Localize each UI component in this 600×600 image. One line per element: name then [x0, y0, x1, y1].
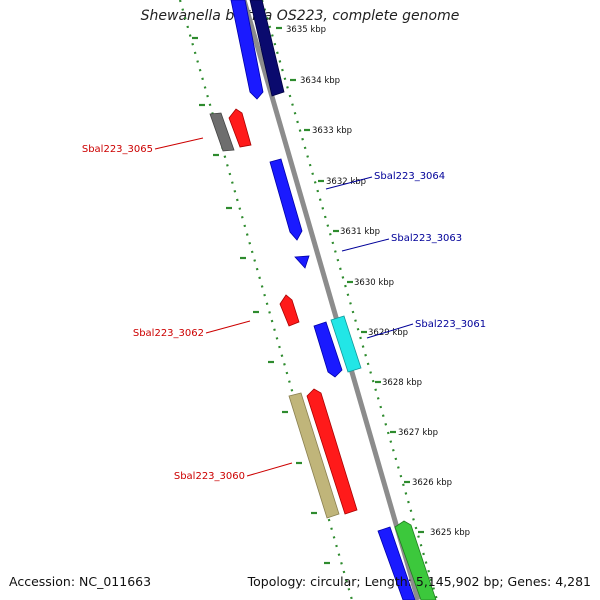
gene-feature-khaki[interactable] — [288, 392, 340, 519]
map-title: Shewanella baltica OS223, complete genom… — [140, 8, 460, 24]
genome-backbone — [241, 0, 421, 600]
gene-feature-blue[interactable] — [230, 0, 264, 100]
tick-label: 3628 kbp — [382, 378, 422, 388]
tick-label: 3633 kbp — [312, 126, 352, 136]
tick-label: 3630 kbp — [354, 278, 394, 288]
tick-label: 3625 kbp — [430, 528, 470, 538]
tick-label: 3629 kbp — [368, 328, 408, 338]
gene-label[interactable]: Sbal223_3062 — [133, 328, 204, 339]
gene-feature-red[interactable] — [228, 108, 252, 148]
gene-feature-blue[interactable] — [269, 158, 303, 241]
label-leader-lines — [154, 137, 414, 477]
tick-label: 3631 kbp — [340, 227, 380, 237]
gene-feature-blue[interactable] — [294, 255, 310, 269]
gene-labels: Sbal223_3065 Sbal223_3064 Sbal223_3063 S… — [82, 144, 486, 482]
gene-label[interactable]: Sbal223_3063 — [391, 233, 462, 244]
gene-feature-cyan[interactable] — [330, 315, 362, 373]
gene-feature-blue[interactable] — [377, 526, 416, 600]
reverse-strand-genes — [249, 0, 437, 600]
gene-label[interactable]: Sbal223_3065 — [82, 144, 153, 155]
genome-summary-text: Topology: circular; Length: 5,145,902 bp… — [247, 574, 591, 589]
inner-major-ticks — [276, 26, 424, 534]
accession-text: Accession: NC_011663 — [9, 574, 152, 589]
gene-label[interactable]: Sbal223_3064 — [374, 171, 445, 182]
tick-labels: 3635 kbp 3634 kbp 3633 kbp 3632 kbp 3631… — [286, 25, 470, 538]
gene-feature-red[interactable] — [306, 388, 358, 515]
tick-label: 3635 kbp — [286, 25, 326, 35]
gene-label[interactable]: Sbal223_3061 — [415, 319, 486, 330]
tick-label: 3632 kbp — [326, 177, 366, 187]
forward-strand-genes — [209, 0, 358, 519]
gene-feature-navy[interactable] — [249, 0, 285, 97]
outer-major-ticks — [192, 36, 330, 565]
tick-label: 3634 kbp — [300, 76, 340, 86]
tick-label: 3627 kbp — [398, 428, 438, 438]
gene-feature-blue[interactable] — [313, 321, 343, 378]
gene-feature-red[interactable] — [279, 294, 300, 327]
tick-label: 3626 kbp — [412, 478, 452, 488]
gene-label[interactable]: Sbal223_3060 — [174, 471, 245, 482]
gene-feature-gray[interactable] — [209, 112, 235, 152]
gene-feature-green[interactable] — [394, 520, 437, 600]
